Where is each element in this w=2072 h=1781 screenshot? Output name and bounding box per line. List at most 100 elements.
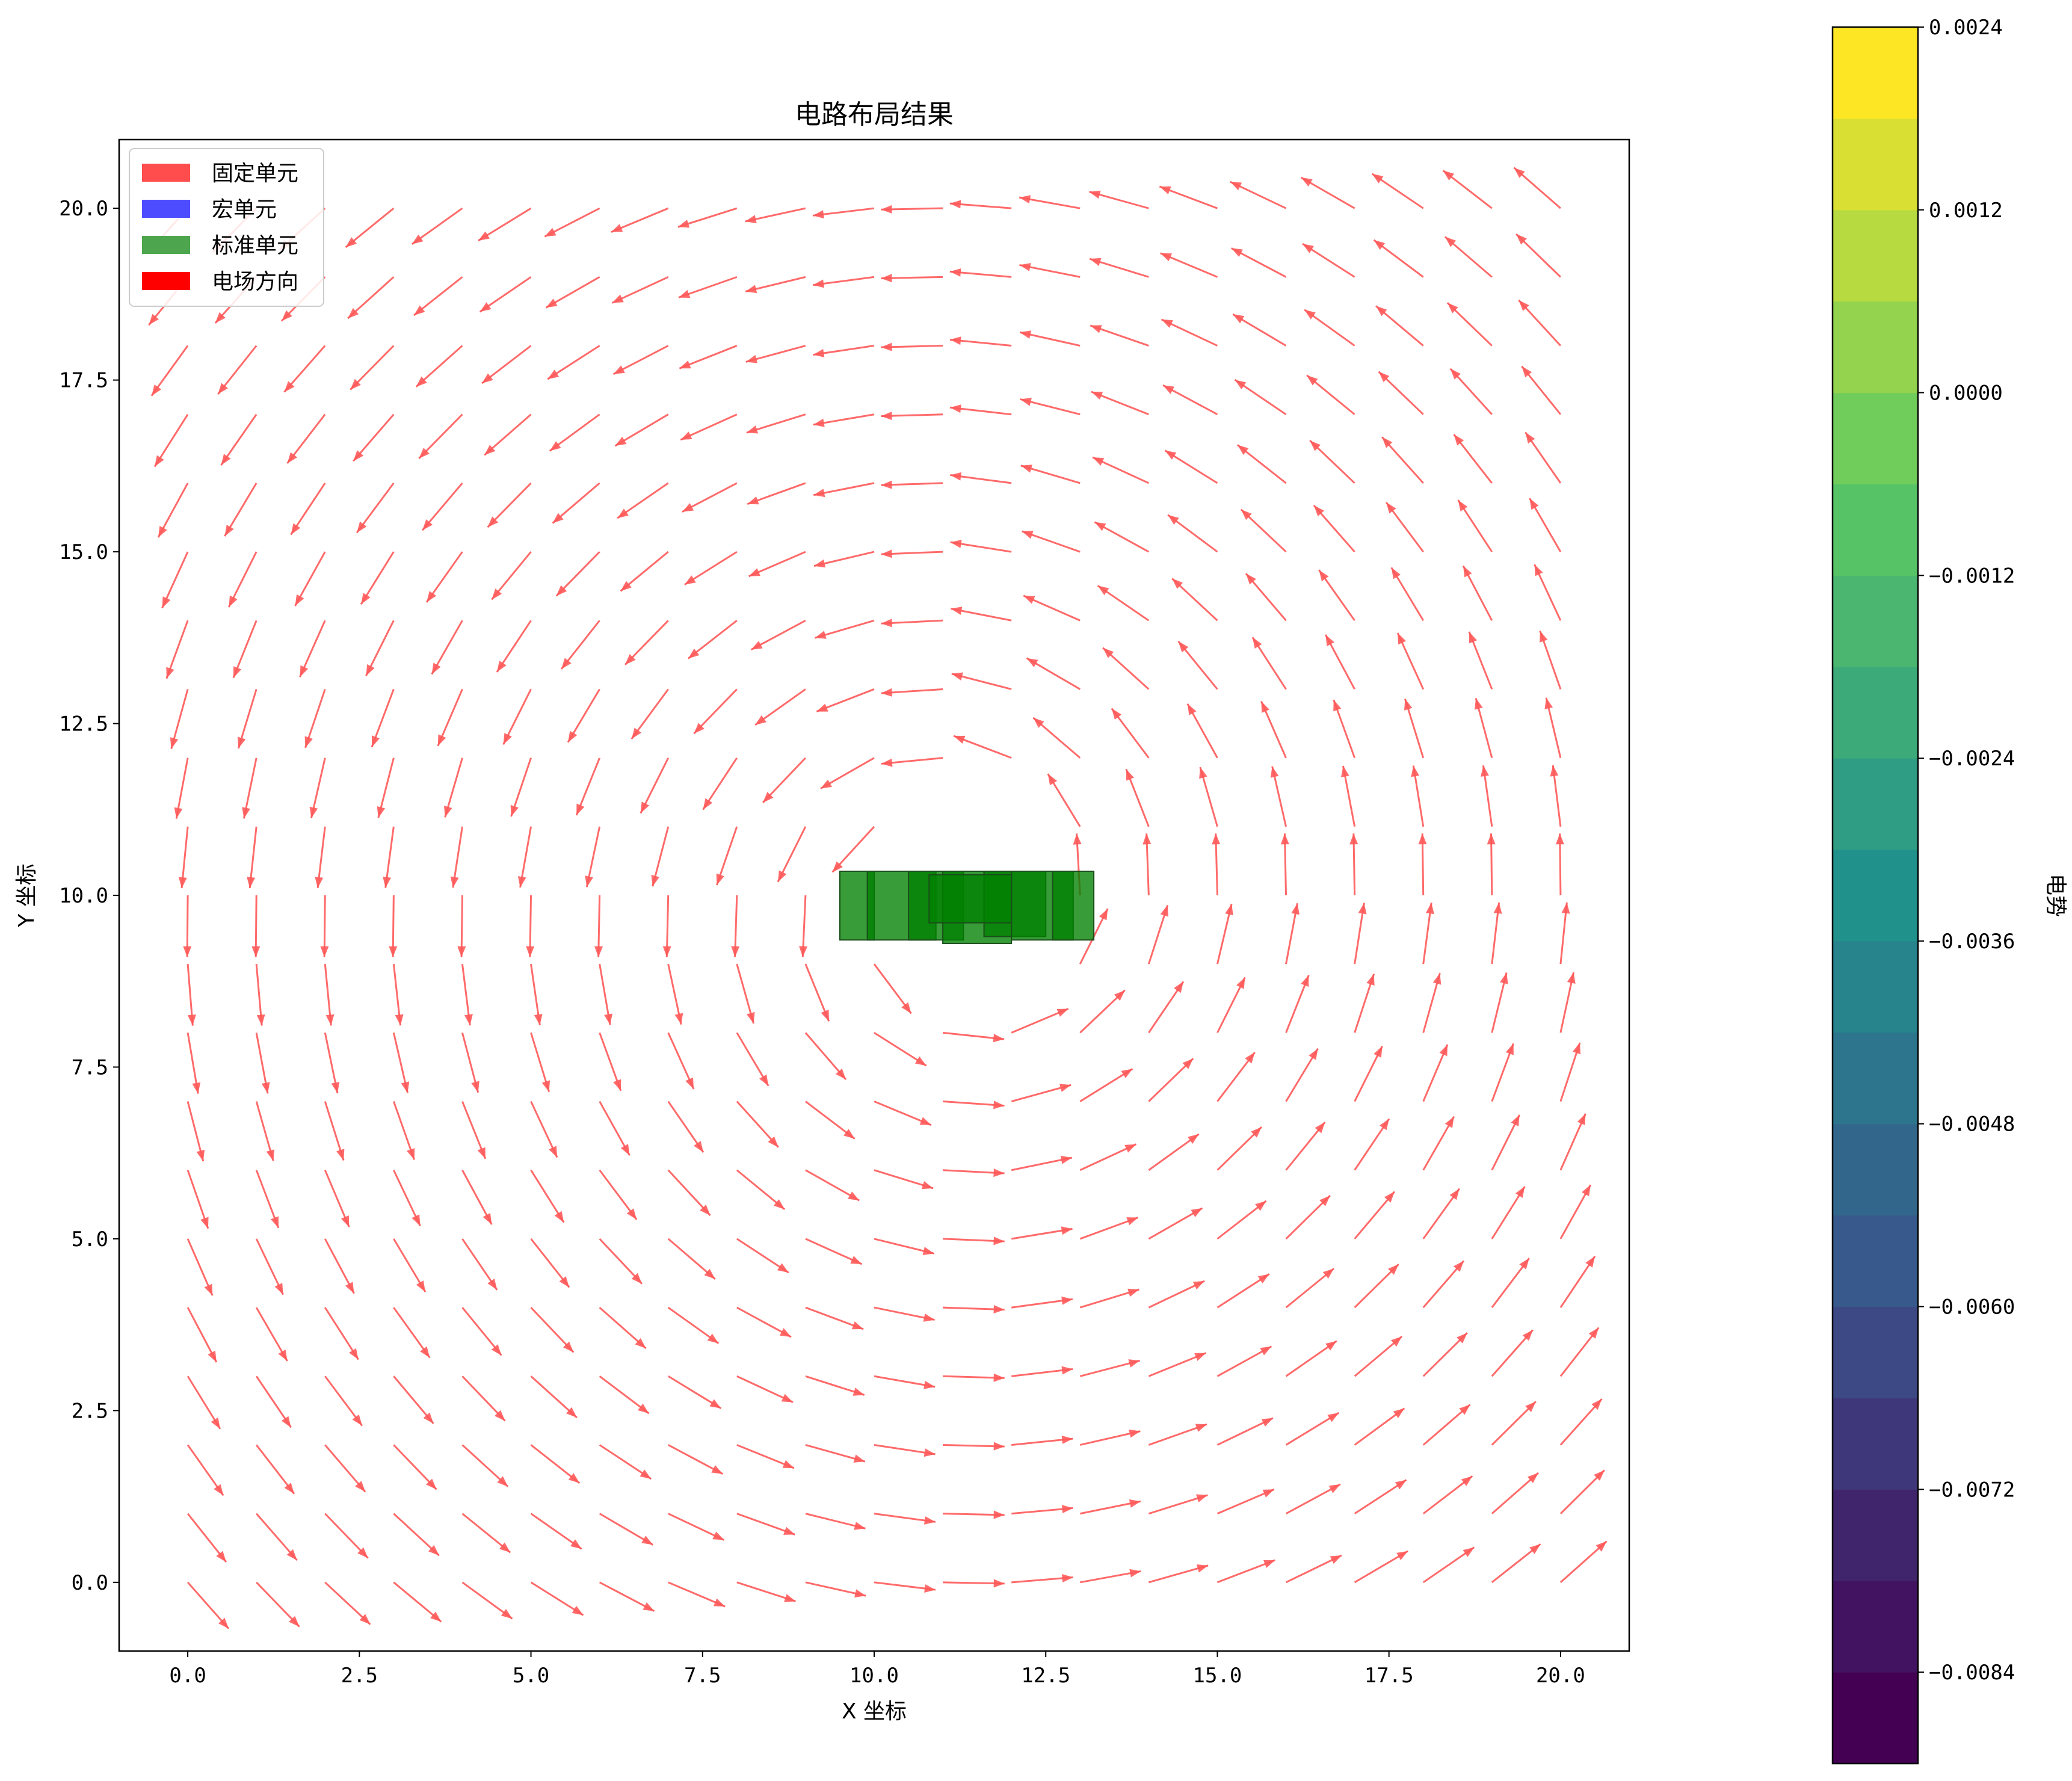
field-arrow-head [170, 737, 179, 749]
field-arrow-head [431, 662, 441, 674]
legend-box [129, 148, 324, 307]
field-arrow-head [484, 445, 496, 455]
colorbar-tick-label: 0.0000 [1929, 381, 2003, 406]
x-tick-label: 2.5 [341, 1664, 378, 1688]
field-arrow-head [1463, 566, 1472, 578]
colorbar-band [1833, 301, 1918, 394]
field-arrow-head [1555, 833, 1564, 845]
field-arrow-head [1310, 440, 1321, 451]
colorbar-tick-label: 0.0012 [1929, 199, 2003, 223]
field-arrow-head [684, 575, 696, 585]
field-arrow-head [832, 861, 843, 872]
field-arrow-head [1090, 325, 1102, 333]
field-arrow-head [993, 1442, 1005, 1451]
field-arrow-head [499, 1542, 511, 1553]
field-arrow-head [496, 661, 507, 672]
field-arrow-head [651, 875, 659, 887]
field-arrow-head [821, 1010, 829, 1022]
field-arrow-head [1391, 1336, 1402, 1347]
field-arrow-head [1199, 767, 1207, 779]
field-arrow-head [950, 540, 962, 548]
legend-swatch-fixed [142, 164, 190, 182]
field-arrow-head [1182, 1058, 1194, 1069]
field-arrow-head [613, 1079, 621, 1091]
field-arrow-head [813, 210, 824, 219]
field-arrow-head [1061, 1226, 1073, 1235]
legend-label-macro: 宏单元 [212, 197, 277, 222]
field-arrow-head [289, 1616, 300, 1627]
field-arrow-head [700, 1205, 711, 1215]
field-arrow-head [1103, 647, 1114, 658]
field-arrow-head [1450, 368, 1461, 380]
field-arrow-head [1019, 195, 1031, 204]
field-arrow-head [747, 1011, 755, 1024]
field-arrow-head [149, 313, 159, 326]
field-arrow-head [1196, 1494, 1208, 1502]
field-arrow-head [923, 1313, 935, 1322]
colorbar-tick-label: 0.0024 [1929, 16, 2003, 40]
field-arrow-head [1594, 1470, 1605, 1481]
field-arrow-head [813, 279, 824, 288]
field-arrow-head [1262, 1489, 1274, 1498]
field-arrow-head [1187, 703, 1197, 715]
field-arrow-head [204, 1283, 213, 1296]
field-arrow-head [1585, 1256, 1596, 1268]
field-arrow-head [395, 1014, 404, 1026]
field-arrow-head [881, 619, 892, 628]
colorbar-bands [1833, 27, 1918, 1764]
field-arrow-head [242, 807, 250, 819]
field-arrow-head [993, 1034, 1005, 1043]
field-arrow-head [1091, 392, 1103, 400]
field-arrow-head [1261, 1418, 1273, 1427]
field-arrow-head [547, 369, 560, 380]
field-arrow-head [631, 1273, 643, 1284]
field-arrow-head [1475, 698, 1483, 710]
field-arrow-head [1319, 570, 1329, 582]
legend-label-fixed: 固定单元 [212, 161, 298, 186]
field-arrow-head [233, 666, 242, 678]
field-arrow-head [1522, 366, 1532, 378]
field-arrow-head [1534, 564, 1543, 576]
field-arrow-head [679, 360, 691, 369]
field-arrow-head [566, 1407, 577, 1418]
field-arrow-head [993, 1236, 1005, 1245]
field-arrow-head [777, 1263, 789, 1273]
field-arrow-head [450, 876, 459, 888]
field-arrow-head [572, 1605, 584, 1616]
legend-swatch-macro [142, 200, 190, 218]
field-arrow-head [487, 1279, 498, 1290]
field-arrow-head [1481, 765, 1489, 777]
field-arrow-head [1386, 502, 1396, 514]
field-arrow-head [1159, 186, 1171, 194]
field-arrow-head [620, 581, 632, 591]
y-tick-label: 15.0 [59, 540, 108, 564]
field-arrow-head [843, 1129, 855, 1139]
field-arrow-head [549, 441, 561, 451]
field-arrow-head [341, 1215, 350, 1227]
field-arrow-head [291, 523, 301, 535]
field-arrow-head [1393, 1408, 1405, 1418]
field-arrow-head [950, 336, 961, 345]
field-arrow-head [1307, 375, 1318, 386]
field-arrow-head [1061, 1296, 1073, 1305]
field-arrow-head [151, 384, 162, 396]
field-arrow-head [1457, 1333, 1467, 1344]
field-arrow-head [993, 1100, 1005, 1110]
colorbar-band [1833, 1032, 1918, 1125]
y-tick-label: 2.5 [72, 1399, 108, 1423]
field-arrow-head [419, 448, 430, 458]
field-arrow-head [1515, 1186, 1525, 1198]
field-arrow-head [1516, 233, 1527, 245]
field-arrow-head [1124, 1144, 1136, 1153]
field-arrow-head [563, 1341, 574, 1353]
legend: 固定单元 宏单元 标准单元 电场方向 [129, 148, 324, 307]
field-arrow-head [1325, 634, 1334, 646]
field-arrow-head [643, 1602, 655, 1611]
field-arrow-head [345, 1282, 354, 1294]
field-arrow-head [423, 1412, 434, 1424]
field-arrow-head [1020, 398, 1032, 406]
y-tick-label: 12.5 [59, 712, 108, 736]
field-arrow-head [1195, 1424, 1207, 1432]
field-arrow-head [1333, 700, 1342, 712]
